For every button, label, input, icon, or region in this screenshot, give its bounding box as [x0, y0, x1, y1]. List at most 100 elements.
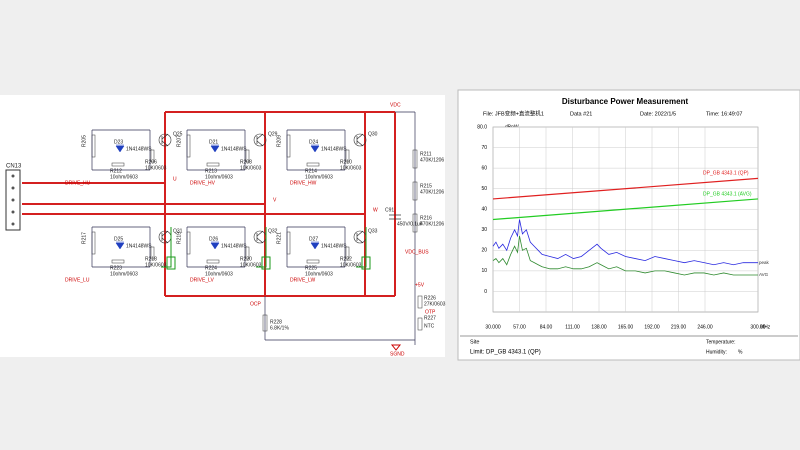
gate-resistor: R225	[305, 265, 317, 271]
trace-label: peak	[759, 260, 770, 265]
transistor-label: Q31	[173, 228, 183, 234]
resistor	[206, 259, 220, 264]
wire	[256, 140, 264, 147]
transistor-label: Q32	[268, 228, 278, 234]
trace-label: AVG	[759, 272, 769, 277]
x-tick-label: 30.000	[485, 324, 501, 330]
x-tick-label: 219.00	[671, 324, 687, 330]
divider-label: R215	[420, 183, 432, 189]
transistor-label: Q25	[173, 131, 183, 137]
x-tick-label: 111.00	[565, 324, 580, 330]
resistor	[111, 162, 125, 167]
wire	[161, 230, 169, 237]
vdc-bus-label: VDC_BUS	[405, 249, 429, 255]
gate-value: 10ohm/0603	[305, 174, 333, 180]
file: File: JFB变频+直流整机1	[483, 109, 544, 117]
x-tick-label: 246.00	[697, 324, 713, 330]
diode	[115, 144, 125, 153]
wire	[161, 133, 169, 140]
snubber	[256, 227, 267, 268]
diode	[115, 241, 125, 250]
drive-label: DRIVE_LW	[290, 277, 315, 283]
divider-value: 470K/1206	[420, 189, 444, 195]
diode-part: 1N4148WS	[126, 243, 152, 249]
y-tick-label: 80.0	[477, 124, 487, 130]
wire	[356, 230, 364, 237]
chart-title: Disturbance Power Measurement	[562, 97, 689, 106]
divider-value: 470K/1206	[420, 157, 444, 163]
pin	[11, 210, 15, 214]
diode-label: D26	[209, 236, 218, 242]
resistor	[412, 213, 418, 233]
transistor	[158, 133, 172, 147]
resistor-value: 10K/0603	[145, 262, 167, 268]
transistor-label: Q33	[368, 228, 378, 234]
diode	[310, 241, 320, 250]
capacitor	[389, 214, 401, 220]
diode-label: D23	[114, 139, 123, 145]
resistor	[262, 314, 268, 332]
diode	[210, 241, 220, 250]
capacitor-value: 450V/0.1uF	[397, 221, 423, 227]
ntc	[417, 317, 423, 331]
humidity-unit: %	[738, 349, 743, 355]
wire	[256, 237, 264, 244]
y-tick-label: 40	[481, 207, 487, 213]
transistor-label: Q29	[268, 131, 278, 137]
pull-label: R205	[81, 135, 87, 147]
snubber	[356, 227, 367, 268]
resistor	[345, 149, 350, 163]
resistor-value: 10K/0603	[240, 262, 262, 268]
diode-label: D27	[309, 236, 318, 242]
date: Date: 2022/1/5	[640, 111, 676, 117]
gate-resistor: R214	[305, 168, 317, 174]
x-tick-label: 57.00	[513, 324, 526, 330]
x-tick-label: 300.00	[750, 324, 766, 330]
resistor	[345, 246, 350, 260]
wire	[161, 237, 169, 244]
snubber	[161, 227, 172, 268]
shunt-value: 6.8K/1%	[270, 325, 289, 331]
resistor-value: 10K/0603	[340, 165, 362, 171]
ground	[390, 344, 402, 351]
x-unit: MHz	[760, 324, 771, 330]
y-tick-label: 10	[481, 268, 487, 274]
resistor-label: R206	[145, 159, 157, 165]
capacitor-label: C91	[385, 207, 394, 213]
schematic-panel	[0, 95, 445, 357]
resistor-label: R220	[240, 256, 252, 262]
diode	[310, 144, 320, 153]
snubber-cap	[166, 256, 176, 270]
x-tick-label: 138.00	[591, 324, 607, 330]
ocp-label: OCP	[250, 301, 262, 307]
resistor	[150, 149, 155, 163]
pull-label: R221	[276, 232, 282, 244]
otp-label: OTP	[425, 309, 436, 315]
gate-value: 10ohm/0603	[205, 174, 233, 180]
phase-label: U	[173, 176, 177, 182]
diode-part: 1N4148WS	[221, 146, 247, 152]
time: Time: 16:49:07	[706, 111, 742, 117]
resistor	[111, 259, 125, 264]
humidity: Humidity:	[706, 349, 727, 355]
resistor	[206, 162, 220, 167]
drive-label: DRIVE_HW	[290, 180, 317, 186]
y-tick-label: 50	[481, 186, 487, 192]
gate-resistor: R212	[110, 168, 122, 174]
diode	[210, 144, 220, 153]
gate-value: 10ohm/0603	[110, 271, 138, 277]
pin	[11, 186, 15, 190]
y-tick-label: 0	[484, 289, 487, 295]
ntc-part: R227	[424, 315, 436, 321]
divider-label: R216	[420, 215, 432, 221]
connector-label: CN13	[6, 164, 22, 170]
pull-label: R207	[176, 135, 182, 147]
wire	[356, 140, 364, 147]
snubber-cap	[361, 256, 371, 270]
resistor	[245, 149, 250, 163]
resistor-value: 10K/0603	[145, 165, 167, 171]
limit-label: DP_GB 4343.1 (AVG)	[703, 191, 752, 197]
schematic: CN13UVWD231N4148WSR205R21210ohm/0603DRIV…	[5, 102, 446, 357]
diode-label: D21	[209, 139, 218, 145]
y-tick-label: 60	[481, 165, 487, 171]
